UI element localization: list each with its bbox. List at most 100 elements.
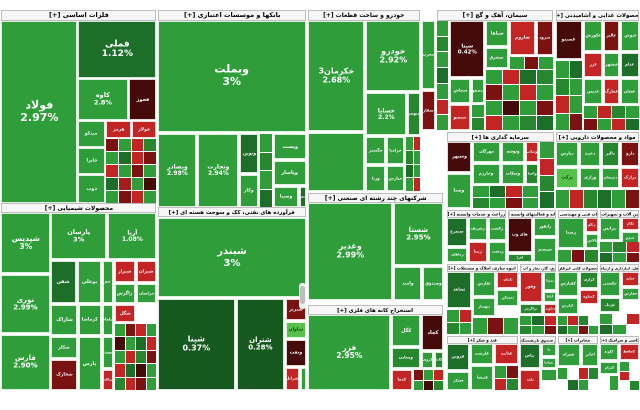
treemap-tile-small[interactable] xyxy=(626,190,639,208)
treemap-tile-small[interactable] xyxy=(131,191,144,203)
treemap-tile-small[interactable] xyxy=(406,178,413,191)
treemap-tile[interactable]: میدکو xyxy=(78,121,105,147)
treemap-tile-small[interactable] xyxy=(537,115,553,130)
treemap-tile-small[interactable] xyxy=(260,189,272,207)
treemap-tile[interactable]: کلوند xyxy=(600,344,618,360)
treemap-tile[interactable]: وتوشه xyxy=(502,142,524,162)
treemap-tile-small[interactable] xyxy=(495,366,506,378)
treemap-tile[interactable]: رتکو xyxy=(586,218,598,232)
treemap-tile-small[interactable] xyxy=(612,118,625,130)
treemap-tile[interactable]: کاما xyxy=(435,352,443,368)
treemap-tile-small[interactable] xyxy=(568,325,578,334)
treemap-tile-small[interactable] xyxy=(571,250,585,262)
treemap-tile-small[interactable] xyxy=(532,325,544,334)
treemap-tile-small[interactable] xyxy=(489,197,505,208)
treemap-tile[interactable]: وبملت 3% xyxy=(158,21,306,132)
treemap-tile[interactable]: پارس xyxy=(79,337,101,390)
treemap-tile-small[interactable] xyxy=(569,113,582,130)
treemap-tile-small[interactable] xyxy=(115,337,125,350)
treemap-tile-small[interactable] xyxy=(585,250,598,262)
scrollbar-thumb[interactable] xyxy=(300,286,305,304)
treemap-tile[interactable]: شرانل xyxy=(286,368,299,390)
treemap-tile[interactable]: بساما xyxy=(542,358,556,368)
treemap-tile[interactable]: غزر xyxy=(584,53,602,77)
treemap-tile[interactable]: فایرا xyxy=(78,148,105,174)
treemap-tile-small[interactable] xyxy=(570,190,583,208)
treemap-tile[interactable]: غکورش xyxy=(584,21,602,51)
treemap-tile[interactable]: افرا xyxy=(508,254,532,262)
treemap-tile-small[interactable] xyxy=(472,118,484,130)
treemap-tile-small[interactable] xyxy=(558,379,568,390)
treemap-tile[interactable]: خكرمان3 2.68% xyxy=(308,21,364,131)
treemap-tile-small[interactable] xyxy=(414,370,423,380)
treemap-tile-small[interactable] xyxy=(106,191,118,203)
treemap-tile-small[interactable] xyxy=(540,192,554,208)
treemap-tile[interactable]: ثشاهد xyxy=(447,272,471,308)
treemap-tile-small[interactable] xyxy=(486,100,502,115)
treemap-tile[interactable]: قنیشا xyxy=(471,366,493,390)
sector-header[interactable]: کاشی و سرامیک [+] xyxy=(600,336,639,344)
treemap-tile-small[interactable] xyxy=(578,325,588,334)
treemap-tile[interactable]: ملت xyxy=(520,370,540,390)
treemap-tile[interactable]: وسپهر xyxy=(447,142,471,172)
treemap-tile-small[interactable] xyxy=(118,191,131,203)
treemap-tile[interactable]: دسبحان xyxy=(602,168,619,188)
sector-header[interactable]: فلزات اساسی [+] xyxy=(1,10,156,21)
treemap-tile[interactable]: خساپا 2.2% xyxy=(366,93,406,135)
sector-header[interactable]: خودرو و ساخت قطعات [+] xyxy=(308,10,420,21)
treemap-tile[interactable]: وصنا xyxy=(447,174,471,208)
treemap-tile[interactable]: کدما xyxy=(392,370,412,390)
treemap-tile[interactable]: شبندر 3% xyxy=(158,218,306,297)
treemap-tile[interactable]: مهرگان xyxy=(473,142,500,162)
treemap-tile[interactable]: سبجنو xyxy=(450,105,470,130)
treemap-tile[interactable]: شتران 0.28% xyxy=(237,299,284,390)
treemap-tile[interactable]: کچاد xyxy=(422,315,443,350)
treemap-tile-small[interactable] xyxy=(558,368,568,379)
treemap-tile[interactable]: دارو xyxy=(621,142,639,166)
treemap-tile[interactable]: زکشت xyxy=(489,218,506,240)
treemap-tile[interactable]: وبصادر 2.98% xyxy=(158,134,196,207)
treemap-tile[interactable]: فزر 2.95% xyxy=(308,315,390,390)
treemap-tile[interactable]: کرازی xyxy=(580,272,598,288)
treemap-tile[interactable]: شیران xyxy=(137,261,156,282)
treemap-tile-small[interactable] xyxy=(600,324,613,334)
treemap-tile[interactable]: دپارس xyxy=(556,142,578,166)
treemap-tile-small[interactable] xyxy=(524,57,539,69)
treemap-tile-small[interactable] xyxy=(472,105,484,117)
treemap-tile-small[interactable] xyxy=(437,99,448,115)
treemap-tile[interactable]: کترام xyxy=(600,362,618,374)
treemap-tile-small[interactable] xyxy=(486,85,502,100)
treemap-tile-small[interactable] xyxy=(556,190,569,208)
treemap-tile-small[interactable] xyxy=(424,370,433,380)
sector-header[interactable]: بیمه و صندوق بازنشستگی [+] xyxy=(520,336,556,344)
treemap-tile[interactable]: قزوین xyxy=(447,344,469,370)
treemap-tile[interactable]: درازک xyxy=(621,168,639,188)
treemap-tile[interactable]: غصینو xyxy=(556,21,582,59)
treemap-tile[interactable]: کاوه 2.8% xyxy=(78,79,128,120)
treemap-tile[interactable]: دالبر xyxy=(602,142,619,166)
treemap-tile-small[interactable] xyxy=(620,381,629,390)
treemap-tile[interactable]: بپاس xyxy=(520,344,540,368)
treemap-tile-small[interactable] xyxy=(522,197,538,208)
treemap-tile-small[interactable] xyxy=(588,368,598,379)
treemap-tile[interactable]: قثابت xyxy=(495,344,518,364)
treemap-tile[interactable]: حکشتی xyxy=(600,272,620,296)
sector-header[interactable]: ماشین آلات و تجهیزات [+] xyxy=(600,210,639,218)
sector-header[interactable]: محصولات شیمیایی [+] xyxy=(1,203,156,213)
treemap-tile-small[interactable] xyxy=(556,96,569,113)
treemap-tile-small[interactable] xyxy=(125,337,135,350)
treemap-tile[interactable]: نوری 2.99% xyxy=(1,275,50,333)
treemap-tile[interactable]: غبشهر xyxy=(604,53,619,77)
treemap-tile-small[interactable] xyxy=(118,165,131,177)
treemap-tile-small[interactable] xyxy=(434,370,443,380)
treemap-tile-small[interactable] xyxy=(506,197,522,208)
treemap-tile-small[interactable] xyxy=(136,364,146,377)
treemap-tile-small[interactable] xyxy=(131,178,144,190)
sector-header[interactable]: مخابرات [+] xyxy=(558,336,598,344)
treemap-tile-small[interactable] xyxy=(406,164,413,178)
treemap-tile-small[interactable] xyxy=(413,150,420,164)
sector-header[interactable]: حمل و نقل، انبارداری و ارتباطات [+] xyxy=(600,264,639,272)
treemap-tile-small[interactable] xyxy=(620,362,629,371)
treemap-tile-small[interactable] xyxy=(118,178,131,190)
treemap-tile-small[interactable] xyxy=(459,322,471,334)
